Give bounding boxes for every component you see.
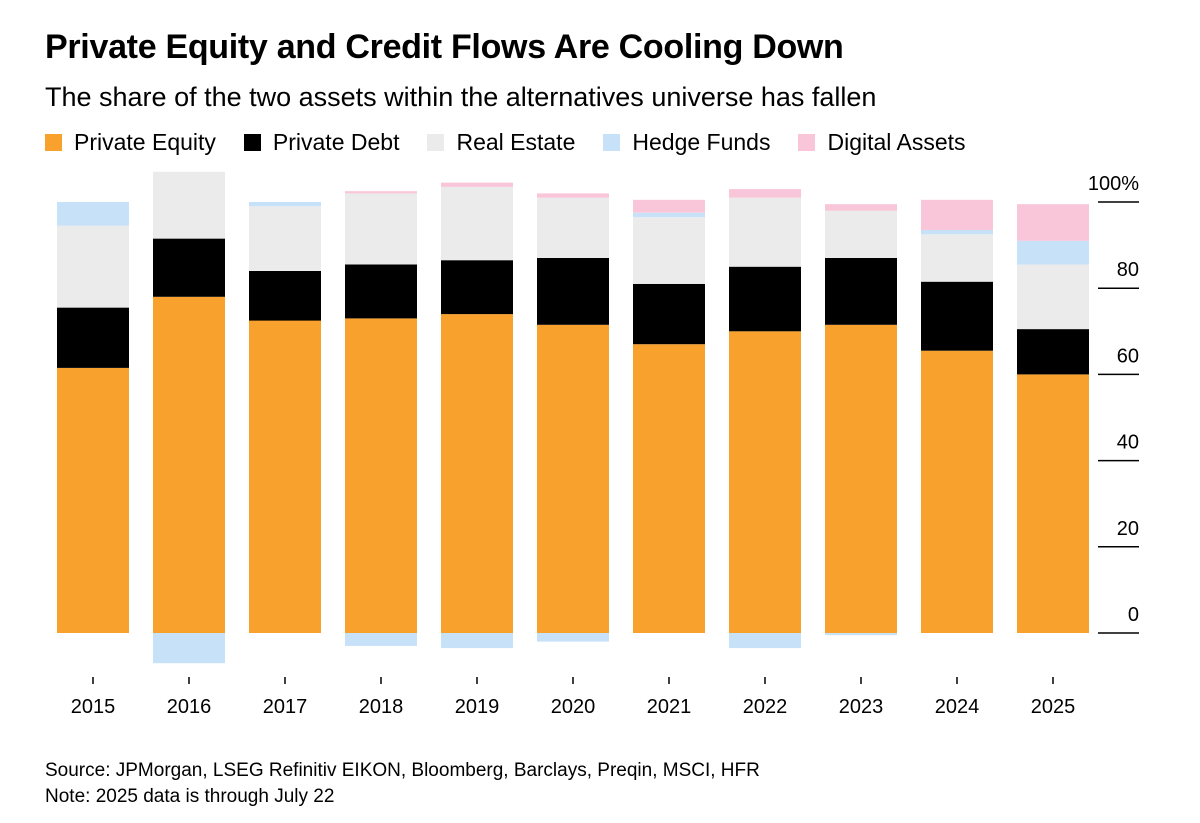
bar-segment-real-estate-2022 (729, 197, 801, 267)
bar-segment-private-equity-2018 (345, 318, 417, 633)
legend-item-private-debt: Private Debt (243, 129, 400, 156)
bar-segment-private-debt-2018 (345, 264, 417, 319)
x-tick-label-2018: 2018 (359, 696, 404, 718)
bar-segment-digital-assets-2024 (921, 199, 993, 230)
bar-segment-hedge-funds-2017 (249, 202, 321, 207)
bar-segment-hedge-funds-2015 (57, 202, 129, 226)
source-note: Source: JPMorgan, LSEG Refinitiv EIKON, … (45, 760, 760, 781)
legend-label-digital-assets: Digital Assets (827, 129, 966, 155)
bar-segment-real-estate-2024 (921, 234, 993, 282)
stacked-bar-chart: 2015 2016 2017 2018 2019 2020 2021 2022 2023 2024… (57, 171, 1139, 718)
bar-segment-private-equity-2017 (249, 320, 321, 633)
x-tick-label-2024: 2024 (935, 696, 980, 718)
bar-segment-private-debt-2020 (537, 258, 609, 325)
bar-segment-private-equity-2015 (57, 367, 129, 633)
bar-segment-real-estate-2018 (345, 193, 417, 265)
bar-segment-real-estate-2015 (57, 225, 129, 308)
bar-segment-private-equity-2016 (153, 296, 225, 633)
y-tick-label-60: 60 (1117, 345, 1139, 367)
bar-segment-digital-assets-2023 (825, 204, 897, 211)
legend-item-hedge-funds: Hedge Funds (603, 129, 770, 156)
bar-segment-private-debt-2021 (633, 283, 705, 345)
bar-segment-private-equity-2019 (441, 314, 513, 633)
bar-segment-real-estate-2019 (441, 186, 513, 261)
chart-notes: Source: JPMorgan, LSEG Refinitiv EIKON, … (45, 758, 760, 810)
y-tick-label-80: 80 (1117, 259, 1139, 281)
bar-segment-digital-assets-2020 (537, 193, 609, 198)
bar-segment-real-estate-2017 (249, 206, 321, 271)
bar-segment-hedge-funds-2020 (537, 633, 609, 642)
bar-segment-private-debt-2019 (441, 260, 513, 315)
x-tick-label-2022: 2022 (743, 696, 788, 718)
chart-title: Private Equity and Credit Flows Are Cool… (45, 28, 844, 66)
legend-label-real-estate: Real Estate (456, 129, 576, 155)
legend-label-hedge-funds: Hedge Funds (632, 129, 771, 155)
x-tick-label-2017: 2017 (263, 696, 308, 718)
bar-segment-real-estate-2025 (1017, 264, 1089, 330)
bar-segment-real-estate-2016 (153, 171, 225, 239)
bar-segment-digital-assets-2019 (441, 182, 513, 187)
y-tick-label-100: 100% (1088, 173, 1139, 195)
bar-segment-hedge-funds-2023 (825, 633, 897, 636)
bar-segment-private-debt-2024 (921, 281, 993, 351)
bar-segment-private-debt-2016 (153, 238, 225, 297)
x-tick-label-2016: 2016 (167, 696, 212, 718)
x-tick-label-2015: 2015 (71, 696, 116, 718)
bar-segment-hedge-funds-2018 (345, 633, 417, 646)
bar-segment-private-equity-2025 (1017, 374, 1089, 633)
legend-label-private-equity: Private Equity (74, 129, 216, 155)
bar-segment-hedge-funds-2019 (441, 633, 513, 649)
x-tick-label-2020: 2020 (551, 696, 596, 718)
y-tick-label-20: 20 (1117, 518, 1139, 540)
bar-segment-private-debt-2023 (825, 258, 897, 325)
bar-segment-digital-assets-2018 (345, 191, 417, 194)
legend-item-real-estate: Real Estate (427, 129, 575, 156)
legend-swatch-private-equity (45, 134, 62, 151)
legend-item-digital-assets: Digital Assets (798, 129, 966, 156)
legend-swatch-private-debt (243, 134, 261, 151)
bar-segment-real-estate-2023 (825, 210, 897, 258)
bar-segment-private-equity-2021 (633, 344, 705, 633)
bar-segment-real-estate-2021 (633, 217, 705, 284)
bar-segment-private-equity-2020 (537, 324, 609, 633)
bar-segment-hedge-funds-2025 (1017, 240, 1089, 265)
bar-segment-digital-assets-2021 (633, 199, 705, 213)
bar-segment-digital-assets-2022 (729, 189, 801, 198)
bar-segment-hedge-funds-2021 (633, 212, 705, 218)
x-tick-label-2019: 2019 (455, 696, 500, 718)
bar-segment-hedge-funds-2022 (729, 633, 801, 649)
legend-swatch-real-estate (427, 134, 445, 151)
bar-segment-real-estate-2020 (537, 197, 609, 258)
bar-segment-hedge-funds-2024 (921, 230, 993, 235)
legend-label-private-debt: Private Debt (272, 129, 400, 155)
bar-segment-private-debt-2025 (1017, 329, 1089, 375)
bar-segment-hedge-funds-2016 (153, 633, 225, 664)
bar-segment-private-equity-2024 (921, 350, 993, 633)
x-tick-label-2021: 2021 (647, 696, 692, 718)
bar-segment-private-debt-2017 (249, 271, 321, 321)
legend-item-private-equity: Private Equity (45, 129, 216, 156)
bar-segment-digital-assets-2025 (1017, 204, 1089, 241)
bar-segment-private-debt-2015 (57, 307, 129, 368)
legend-swatch-digital-assets (798, 134, 816, 151)
legend-swatch-hedge-funds (603, 134, 621, 151)
bar-segment-private-equity-2022 (729, 331, 801, 633)
x-tick-label-2023: 2023 (839, 696, 884, 718)
bar-segment-private-debt-2022 (729, 266, 801, 332)
bar-segment-private-equity-2023 (825, 324, 897, 633)
data-note: Note: 2025 data is through July 22 (45, 786, 335, 807)
legend: Private Equity Private Debt Real Estate … (45, 129, 994, 156)
y-tick-label-0: 0 (1128, 604, 1139, 626)
chart-subtitle: The share of the two assets within the a… (45, 82, 877, 112)
y-tick-label-40: 40 (1117, 432, 1139, 454)
x-tick-label-2025: 2025 (1031, 696, 1076, 718)
